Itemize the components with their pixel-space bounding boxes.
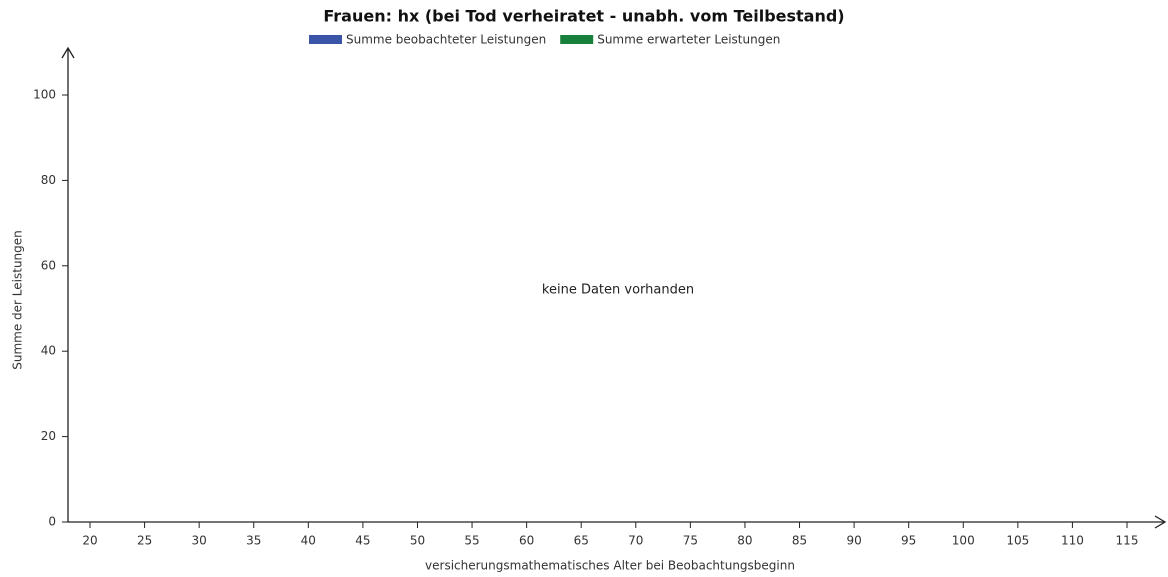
- x-tick-label: 65: [574, 534, 589, 548]
- x-tick-label: 110: [1061, 534, 1084, 548]
- y-tick-label: 0: [48, 515, 56, 529]
- no-data-note: keine Daten vorhanden: [542, 283, 694, 298]
- x-tick-label: 115: [1116, 534, 1139, 548]
- legend-swatch: [560, 35, 594, 44]
- x-tick-label: 70: [628, 534, 643, 548]
- x-tick-label: 60: [519, 534, 534, 548]
- legend-label: Summe beobachteter Leistungen: [346, 33, 546, 47]
- legend-swatch: [309, 35, 342, 44]
- x-tick-label: 45: [355, 534, 370, 548]
- x-tick-label: 25: [137, 534, 152, 548]
- y-tick-label: 40: [41, 344, 56, 358]
- x-tick-label: 35: [246, 534, 261, 548]
- x-tick-label: 75: [683, 534, 698, 548]
- x-tick-label: 55: [464, 534, 479, 548]
- x-tick-label: 40: [301, 534, 316, 548]
- x-tick-label: 90: [846, 534, 861, 548]
- x-axis: [68, 515, 1167, 529]
- chart-title: Frauen: hx (bei Tod verheiratet - unabh.…: [323, 7, 844, 26]
- x-tick-label: 80: [737, 534, 752, 548]
- y-tick-label: 60: [41, 258, 56, 272]
- x-tick-label: 30: [192, 534, 207, 548]
- legend-label: Summe erwarteter Leistungen: [597, 33, 780, 47]
- y-tick-label: 80: [41, 173, 56, 187]
- x-tick-label: 50: [410, 534, 425, 548]
- y-tick-label: 20: [41, 429, 56, 443]
- y-axis-label: Summe der Leistungen: [11, 230, 25, 370]
- x-tick-label: 95: [901, 534, 916, 548]
- x-tick-label: 85: [792, 534, 807, 548]
- y-axis: [61, 46, 75, 522]
- x-tick-label: 100: [952, 534, 975, 548]
- y-tick-label: 100: [33, 88, 56, 102]
- x-tick-label: 20: [82, 534, 97, 548]
- x-tick-label: 105: [1006, 534, 1029, 548]
- x-axis-label: versicherungsmathematisches Alter bei Be…: [425, 559, 795, 573]
